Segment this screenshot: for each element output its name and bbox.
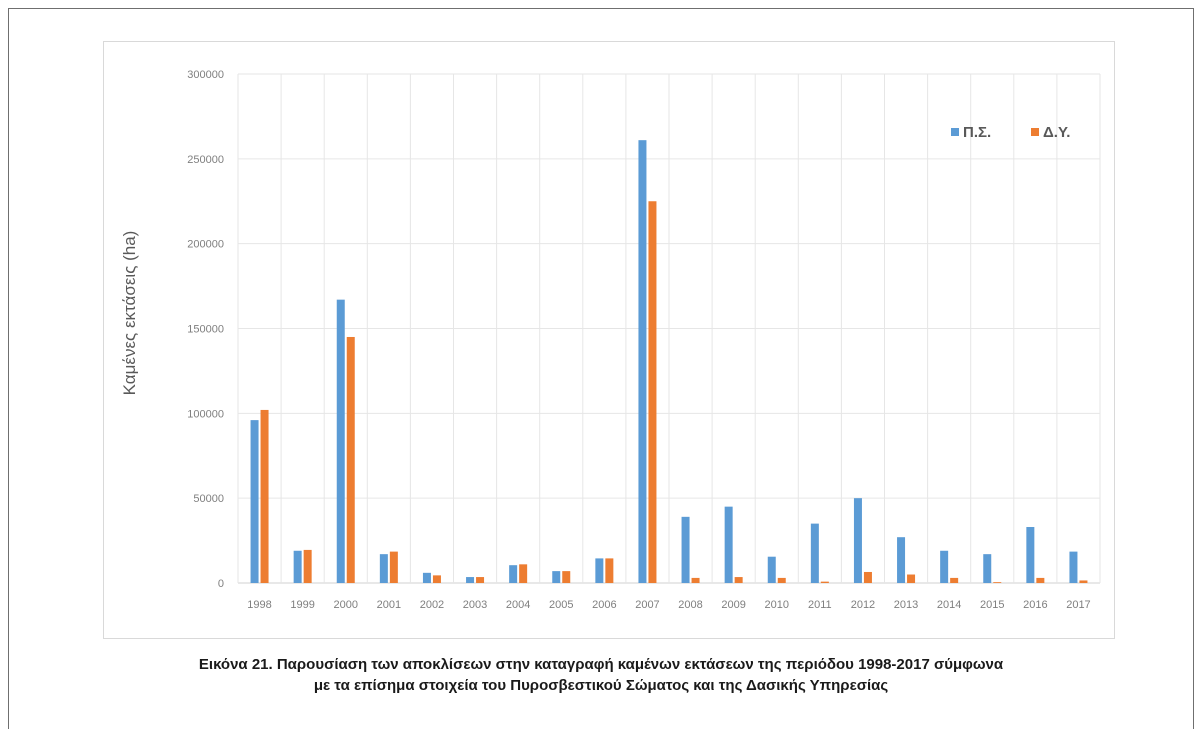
legend: Π.Σ. Δ.Υ. xyxy=(951,124,1070,141)
x-tick-label: 2004 xyxy=(506,599,530,611)
bar-ps-2012 xyxy=(853,498,862,583)
bar-ps-1999 xyxy=(293,550,302,583)
y-tick-label: 0 xyxy=(218,578,224,590)
bar-dy-2011 xyxy=(820,581,829,583)
bar-ps-2002 xyxy=(422,572,431,583)
x-tick-label: 1998 xyxy=(247,599,271,611)
bar-ps-2013 xyxy=(897,537,906,583)
x-tick-label: 2015 xyxy=(980,599,1004,611)
bar-chart: 0 50000 100000 150000 200000 250000 300000 199… xyxy=(120,69,1101,611)
bar-dy-2009 xyxy=(734,577,743,583)
x-tick-label: 2016 xyxy=(1023,599,1047,611)
bar-ps-2006 xyxy=(595,558,604,583)
y-tick-label: 200000 xyxy=(187,239,224,251)
y-tick-label: 250000 xyxy=(187,154,224,166)
bar-dy-2003 xyxy=(476,577,485,583)
x-tick-label: 2012 xyxy=(851,599,875,611)
bar-ps-2017 xyxy=(1069,551,1078,583)
bar-ps-1998 xyxy=(250,420,259,583)
bar-dy-1999 xyxy=(303,549,312,583)
legend-swatch-ps xyxy=(951,128,959,136)
caption-line-2: με τα επίσημα στοιχεία του Πυροσβεστικού… xyxy=(313,677,889,694)
bar-ps-2008 xyxy=(681,516,690,583)
bar-dy-2007 xyxy=(648,201,657,583)
bar-ps-2015 xyxy=(983,554,992,583)
bar-dy-2004 xyxy=(519,564,528,583)
bar-dy-2012 xyxy=(863,571,872,583)
x-tick-label: 2014 xyxy=(937,599,961,611)
y-tick-label: 300000 xyxy=(187,69,224,81)
x-tick-label: 2007 xyxy=(635,599,659,611)
x-tick-label: 2010 xyxy=(765,599,789,611)
bar-dy-2017 xyxy=(1079,580,1088,583)
y-axis-title: Καμένες εκτάσεις (ha) xyxy=(120,231,139,396)
x-tick-label: 2006 xyxy=(592,599,616,611)
y-tick-label: 50000 xyxy=(193,493,224,505)
bar-dy-2014 xyxy=(950,577,959,583)
figure-caption: Εικόνα 21. Παρουσίαση των αποκλίσεων στη… xyxy=(40,654,1162,696)
bar-ps-2007 xyxy=(638,140,647,584)
legend-label-dy: Δ.Υ. xyxy=(1043,124,1070,141)
x-tick-label: 2001 xyxy=(377,599,401,611)
bar-dy-2000 xyxy=(346,336,355,583)
bar-ps-2005 xyxy=(552,571,561,583)
legend-label-ps: Π.Σ. xyxy=(963,124,991,141)
bar-dy-2016 xyxy=(1036,577,1045,583)
gridlines xyxy=(237,73,1101,584)
y-tick-label: 150000 xyxy=(187,324,224,336)
x-tick-label: 2008 xyxy=(678,599,702,611)
y-axis-ticks: 0 50000 100000 150000 200000 250000 300000 xyxy=(187,69,224,590)
bar-ps-2010 xyxy=(767,556,776,583)
bar-ps-2014 xyxy=(940,550,949,583)
bar-dy-2005 xyxy=(562,571,571,583)
chart-container: 0 50000 100000 150000 200000 250000 300000 199… xyxy=(103,41,1115,639)
bar-ps-2003 xyxy=(466,577,475,583)
bar-dy-2008 xyxy=(691,577,700,583)
bar-ps-2011 xyxy=(810,523,819,583)
x-tick-label: 2005 xyxy=(549,599,573,611)
bar-dy-2006 xyxy=(605,558,614,583)
bar-dy-2013 xyxy=(907,574,916,583)
x-tick-label: 2002 xyxy=(420,599,444,611)
x-tick-label: 2011 xyxy=(808,599,832,611)
frame-top-border xyxy=(8,8,1194,9)
x-tick-label: 2009 xyxy=(721,599,745,611)
caption-line-1: Εικόνα 21. Παρουσίαση των αποκλίσεων στη… xyxy=(198,656,1004,673)
x-axis-ticks: 1998 1999 2000 2001 2002 2003 2004 2005 2006 2007… xyxy=(247,599,1090,611)
bar-dy-2010 xyxy=(777,577,786,583)
frame-left-border xyxy=(8,8,9,729)
legend-swatch-dy xyxy=(1031,128,1039,136)
y-tick-label: 100000 xyxy=(187,408,224,420)
bar-ps-2009 xyxy=(724,506,733,583)
bar-ps-2004 xyxy=(509,565,518,583)
frame-right-border xyxy=(1193,8,1194,729)
x-tick-label: 2000 xyxy=(334,599,358,611)
bar-dy-2015 xyxy=(993,582,1002,583)
bar-ps-2016 xyxy=(1026,527,1035,583)
bars xyxy=(250,140,1088,584)
bar-ps-2000 xyxy=(336,299,345,583)
bar-dy-2002 xyxy=(432,575,441,583)
x-tick-label: 2013 xyxy=(894,599,918,611)
bar-ps-2001 xyxy=(379,554,388,583)
x-tick-label: 2017 xyxy=(1066,599,1090,611)
bar-dy-1998 xyxy=(260,409,269,583)
x-tick-label: 1999 xyxy=(290,599,314,611)
bar-dy-2001 xyxy=(389,551,398,583)
x-tick-label: 2003 xyxy=(463,599,487,611)
